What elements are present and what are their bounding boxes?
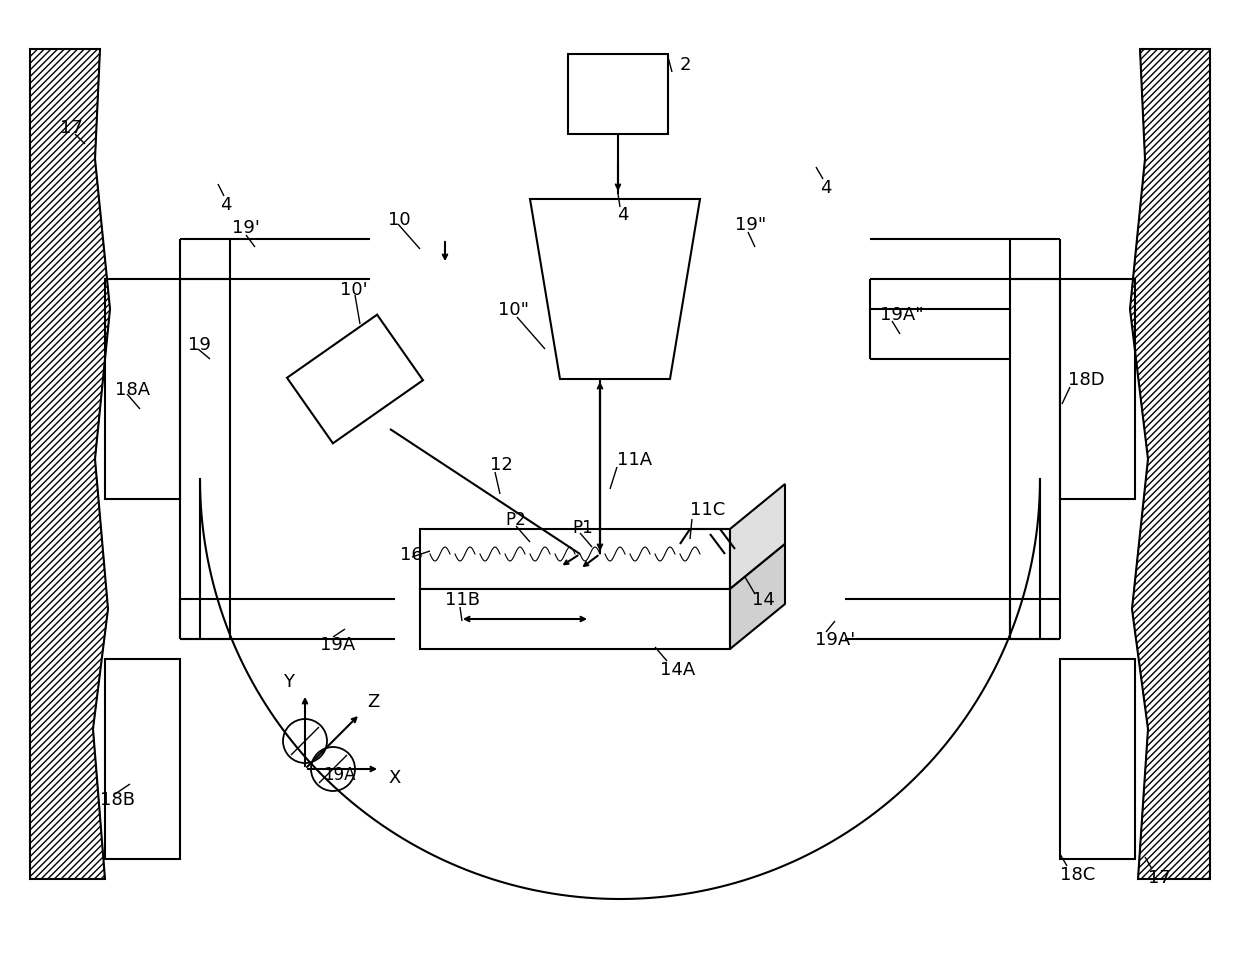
Text: 18C: 18C — [1060, 865, 1095, 883]
Bar — [568, 55, 668, 135]
Text: 17: 17 — [60, 119, 83, 137]
Polygon shape — [420, 530, 730, 589]
Text: 11A: 11A — [618, 451, 652, 469]
Text: X: X — [388, 768, 401, 786]
Text: 18D: 18D — [1068, 371, 1105, 389]
Text: 10': 10' — [340, 281, 367, 298]
Text: 18A: 18A — [115, 380, 150, 398]
Text: 19A": 19A" — [880, 306, 924, 324]
Text: Y: Y — [283, 672, 294, 690]
Polygon shape — [730, 484, 785, 589]
Text: Z: Z — [367, 692, 379, 710]
Text: 4: 4 — [820, 179, 832, 196]
Text: 19': 19' — [232, 219, 260, 236]
Text: 4: 4 — [219, 195, 232, 213]
Text: 4: 4 — [618, 206, 629, 224]
Text: 11B: 11B — [445, 590, 480, 608]
Text: 14A: 14A — [660, 660, 696, 679]
Text: 14: 14 — [751, 590, 775, 608]
Text: 16: 16 — [401, 545, 423, 563]
Text: 10": 10" — [498, 301, 529, 318]
Polygon shape — [730, 544, 785, 649]
Text: 2: 2 — [680, 56, 692, 74]
Polygon shape — [420, 589, 730, 649]
Bar — [1060, 280, 1135, 499]
Text: 10: 10 — [388, 211, 410, 229]
Polygon shape — [286, 315, 423, 444]
Text: P2: P2 — [505, 511, 526, 529]
Polygon shape — [30, 50, 110, 879]
Text: 17: 17 — [1148, 868, 1171, 886]
Polygon shape — [1130, 50, 1210, 879]
Bar — [1060, 659, 1135, 859]
Text: 19": 19" — [735, 215, 766, 233]
Bar — [105, 659, 180, 859]
Text: 11C: 11C — [689, 500, 725, 518]
Text: 19: 19 — [188, 335, 211, 354]
Bar — [105, 280, 180, 499]
Text: P1: P1 — [572, 518, 593, 537]
Text: 18B: 18B — [100, 790, 135, 808]
Polygon shape — [529, 200, 701, 379]
Text: 19A: 19A — [322, 765, 356, 783]
Text: 12: 12 — [490, 456, 513, 474]
Text: 19A': 19A' — [815, 630, 856, 648]
Text: 19A: 19A — [320, 636, 355, 654]
